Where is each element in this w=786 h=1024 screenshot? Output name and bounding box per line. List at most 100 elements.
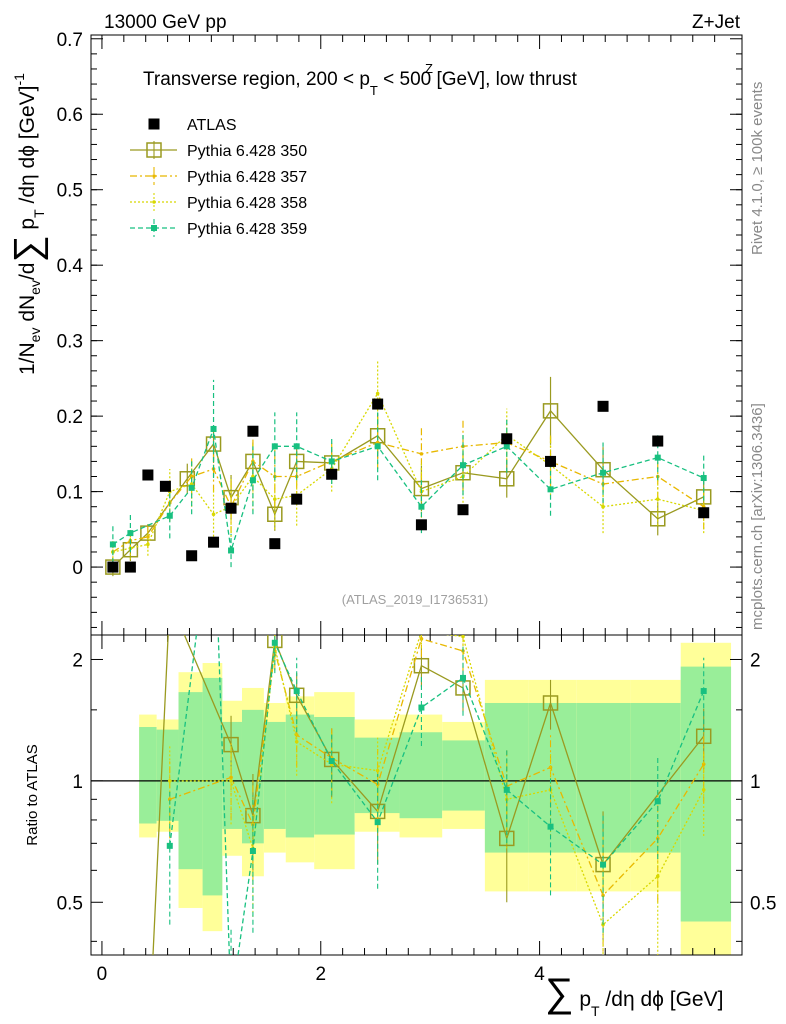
series-point [293, 443, 300, 450]
atlas-point [124, 561, 136, 573]
x-tick-label: 4 [534, 964, 545, 985]
ratio-band-inner [139, 727, 157, 824]
atlas-point [326, 468, 338, 480]
atlas-point [186, 550, 198, 562]
ratio-point [418, 704, 425, 711]
series-point [418, 503, 425, 510]
series-line [112, 428, 704, 551]
ratio-point [600, 861, 607, 868]
ratio-band-inner [680, 666, 732, 922]
atlas-point [269, 538, 281, 550]
series-point [328, 458, 335, 465]
y-tick-label: 0.2 [57, 407, 83, 428]
legend-marker [152, 174, 156, 178]
series-point [140, 525, 156, 541]
ratio-point [655, 874, 660, 879]
legend-label: Pythia 6.428 358 [187, 195, 307, 212]
legend-atlas-marker [148, 118, 160, 130]
series-point [271, 443, 278, 450]
ratio-point [700, 688, 707, 695]
y-tick-label: 0.6 [57, 105, 83, 126]
plot-title: Transverse region, 200 < pT < 500 [GeV],… [143, 69, 578, 98]
ratio-point [271, 639, 278, 646]
main-series-layer [105, 359, 712, 577]
series-point [188, 484, 195, 491]
atlas-point [545, 455, 557, 467]
atlas-point [415, 519, 427, 531]
atlas-data [107, 398, 710, 573]
ratio-point [294, 739, 299, 744]
ratio-point [328, 758, 335, 765]
atlas-point [698, 507, 710, 519]
ratio-y-axis-label: Ratio to ATLAS [24, 744, 41, 845]
ratio-point [701, 762, 706, 766]
ratio-point [547, 823, 554, 830]
main-axes: 0 0.1 0.2 0.3 0.4 0.5 0.6 0.7 [57, 30, 742, 635]
atlas-point [225, 502, 237, 514]
energy-label: 13000 GeV pp [104, 12, 227, 33]
y-tick-label: 0.3 [57, 332, 83, 353]
ratio-point [413, 657, 430, 674]
ratio-band-inner [285, 714, 315, 838]
series-point [210, 425, 217, 432]
title-sup: Z [425, 61, 433, 76]
ratio-point [293, 688, 300, 695]
atlas-point [247, 425, 259, 437]
mcplots-label: mcplots.cern.ch [arXiv:1306.3436] [749, 403, 766, 630]
y-tick-label: 0.5 [57, 181, 83, 202]
series-point [273, 497, 277, 501]
process-label: Z+Jet [692, 12, 741, 33]
ratio-tick-label: 1 [72, 772, 83, 793]
y-tick-label: 0 [72, 558, 83, 579]
legend-marker [151, 225, 157, 231]
series-point [419, 452, 424, 456]
ratio-point [601, 893, 605, 898]
legend: ATLAS Pythia 6.428 350 Pythia 6.428 357 Pyt… [130, 117, 307, 238]
ratio-series-layer [152, 635, 712, 955]
ratio-series-3 [166, 635, 707, 955]
atlas-point [652, 435, 664, 447]
series-point [146, 542, 150, 547]
series-line [112, 409, 704, 568]
ratio-band-inner [442, 740, 485, 811]
main-series-1 [111, 416, 706, 564]
y-tick-label: 0.1 [57, 483, 83, 504]
ratio-point [229, 775, 233, 780]
series-point [179, 471, 196, 487]
ratio-point [374, 819, 381, 826]
ratio-tick-label-right: 2 [750, 650, 761, 671]
atlas-point [142, 469, 154, 481]
series-point [166, 512, 173, 519]
series-point [460, 462, 466, 469]
ratio-line [169, 635, 705, 926]
ratio-point [701, 788, 706, 792]
ratio-point [249, 848, 256, 855]
ratio-point [460, 674, 466, 681]
main-y-axis-label: 1/Nev dNev/d∑ pT /dη dϕ [GeV]-1 [7, 73, 49, 375]
ratio-band-inner [263, 721, 286, 829]
atlas-point [372, 398, 384, 410]
ratio-point [167, 779, 172, 783]
series-point [375, 391, 380, 396]
ratio-band-inner [222, 721, 242, 829]
legend-label: Pythia 6.428 350 [187, 143, 307, 160]
series-point [542, 403, 559, 419]
series-point [146, 535, 150, 539]
ratio-point [461, 635, 465, 639]
atlas-point [107, 561, 119, 573]
rivet-label: Rivet 4.1.0, ≥ 100k events [749, 82, 766, 255]
ratio-point [542, 695, 559, 711]
ratio-point [654, 798, 661, 805]
series-point [700, 475, 707, 482]
x-tick-label: 0 [97, 964, 108, 985]
series-point [655, 497, 660, 501]
ratio-band-inner [630, 702, 681, 853]
series-point [249, 477, 256, 484]
series-point [127, 530, 134, 537]
y-tick-label: 0.7 [57, 30, 83, 51]
legend-atlas-label: ATLAS [187, 117, 237, 134]
ratio-point [229, 779, 233, 783]
ratio-line [152, 635, 705, 955]
atlas-point [208, 536, 220, 548]
